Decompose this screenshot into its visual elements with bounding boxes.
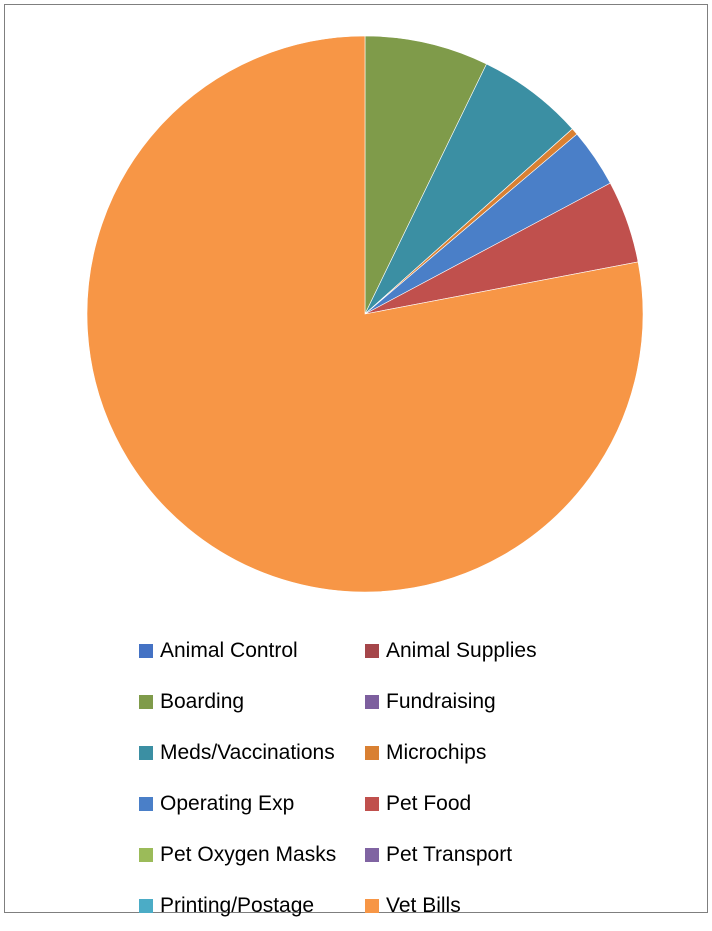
legend-label: Animal Control <box>160 638 298 662</box>
legend-item-animal-control: Animal Control <box>139 625 365 676</box>
legend-swatch <box>139 694 153 709</box>
legend-item-printing-postage: Printing/Postage <box>139 880 365 931</box>
chart-frame: Animal Control Animal Supplies Boarding Fun… <box>4 4 708 917</box>
legend-label: Pet Oxygen Masks <box>160 842 337 866</box>
pie-slice-boarding <box>364 35 487 315</box>
legend-swatch <box>139 898 153 913</box>
legend-label: Fundraising <box>386 689 496 713</box>
legend-item-pet-oxygen-masks: Pet Oxygen Masks <box>139 829 365 880</box>
legend-swatch <box>139 643 153 658</box>
legend-item-animal-supplies: Animal Supplies <box>365 625 591 676</box>
legend-label: Boarding <box>160 689 245 713</box>
chart-legend: Animal Control Animal Supplies Boarding Fun… <box>139 625 599 931</box>
legend-item-fundraising: Fundraising <box>365 676 591 727</box>
pie-slice-vet-bills <box>86 35 644 593</box>
legend-item-pet-transport: Pet Transport <box>365 829 591 880</box>
legend-item-vet-bills: Vet Bills <box>365 880 591 931</box>
legend-item-microchips: Microchips <box>365 727 591 778</box>
legend-label: Operating Exp <box>160 791 295 815</box>
legend-label: Meds/Vaccinations <box>160 740 335 764</box>
legend-swatch <box>139 745 153 760</box>
legend-label: Microchips <box>386 740 487 764</box>
pie-chart <box>86 35 644 593</box>
legend-swatch <box>139 796 153 811</box>
legend-label: Vet Bills <box>386 893 461 917</box>
legend-swatch <box>365 847 379 862</box>
legend-swatch <box>365 694 379 709</box>
legend-swatch <box>365 796 379 811</box>
legend-swatch <box>365 745 379 760</box>
legend-item-boarding: Boarding <box>139 676 365 727</box>
legend-label: Pet Transport <box>386 842 513 866</box>
legend-swatch <box>365 898 379 913</box>
legend-label: Pet Food <box>386 791 472 815</box>
legend-item-operating-exp: Operating Exp <box>139 778 365 829</box>
legend-label: Printing/Postage <box>160 893 315 917</box>
legend-item-meds-vaccinations: Meds/Vaccinations <box>139 727 365 778</box>
legend-label: Animal Supplies <box>386 638 537 662</box>
legend-swatch <box>365 643 379 658</box>
legend-swatch <box>139 847 153 862</box>
legend-item-pet-food: Pet Food <box>365 778 591 829</box>
